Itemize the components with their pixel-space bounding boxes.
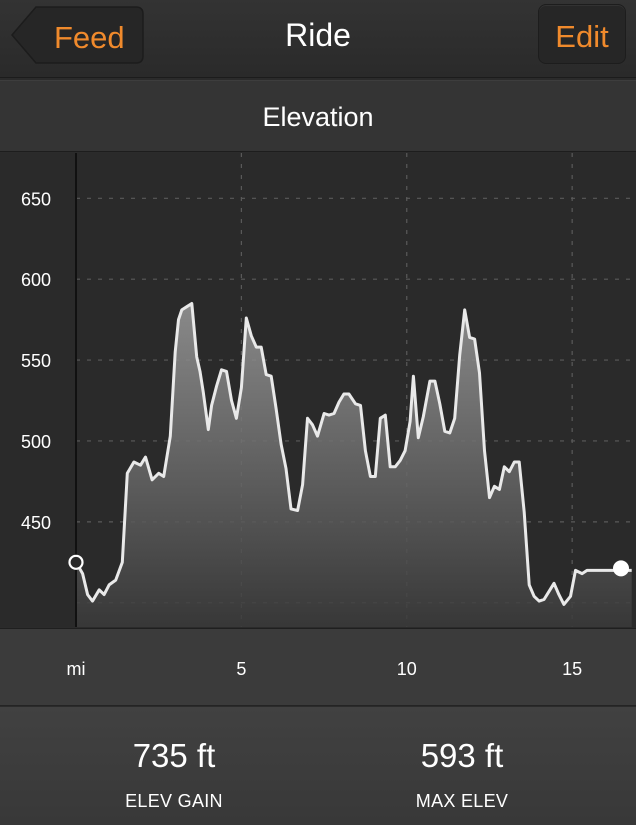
- x-tick-label-5: 5: [236, 659, 247, 679]
- chart-area-layer: [74, 302, 632, 627]
- back-button-shape: [11, 6, 144, 64]
- chart-grid: [76, 153, 636, 627]
- page-title: Ride: [285, 17, 351, 53]
- x-tick-label-10: 10: [396, 659, 417, 679]
- elevation-area-fill: [76, 303, 632, 627]
- max-elev-stat: 593 ft MAX ELEV: [303, 707, 621, 825]
- x-tick-label-15: 15: [562, 659, 583, 679]
- chart-markers: [68, 554, 629, 577]
- edit-button-label: Edit: [555, 19, 609, 54]
- navigation-bar: Feed Ride Edit: [0, 0, 636, 78]
- elev-gain-stat: 735 ft ELEV GAIN: [15, 707, 333, 825]
- x-axis-unit-label: mi: [66, 659, 86, 679]
- y-tick-label-550: 550: [21, 351, 51, 371]
- feed-back-label: Feed: [54, 20, 125, 55]
- elevation-section-header: Elevation: [0, 80, 636, 152]
- ride-stats: 735 ft ELEV GAIN 593 ft MAX ELEV: [0, 707, 636, 825]
- max-elev-value: 593 ft: [420, 737, 504, 774]
- end-marker: [613, 560, 629, 577]
- elevation-chart[interactable]: 450 500 550 600 650: [0, 153, 636, 627]
- x-axis-strip: mi 5 10 15: [0, 628, 636, 706]
- y-tick-label-600: 600: [21, 270, 51, 290]
- feed-back-button[interactable]: Feed: [10, 6, 144, 64]
- y-tick-label-450: 450: [21, 513, 51, 533]
- max-elev-label: MAX ELEV: [415, 791, 509, 811]
- elev-gain-label: ELEV GAIN: [125, 791, 223, 811]
- y-tick-label-650: 650: [21, 189, 51, 209]
- edit-button[interactable]: Edit: [538, 4, 626, 64]
- y-tick-label-500: 500: [21, 432, 51, 452]
- elevation-line: [74, 302, 632, 606]
- elev-gain-value: 735 ft: [132, 737, 216, 774]
- start-marker: [68, 554, 84, 570]
- y-tick-labels: 450 500 550 600 650: [21, 189, 51, 533]
- elevation-chart-svg: 450 500 550 600 650: [21, 153, 636, 627]
- elevation-title: Elevation: [262, 102, 374, 132]
